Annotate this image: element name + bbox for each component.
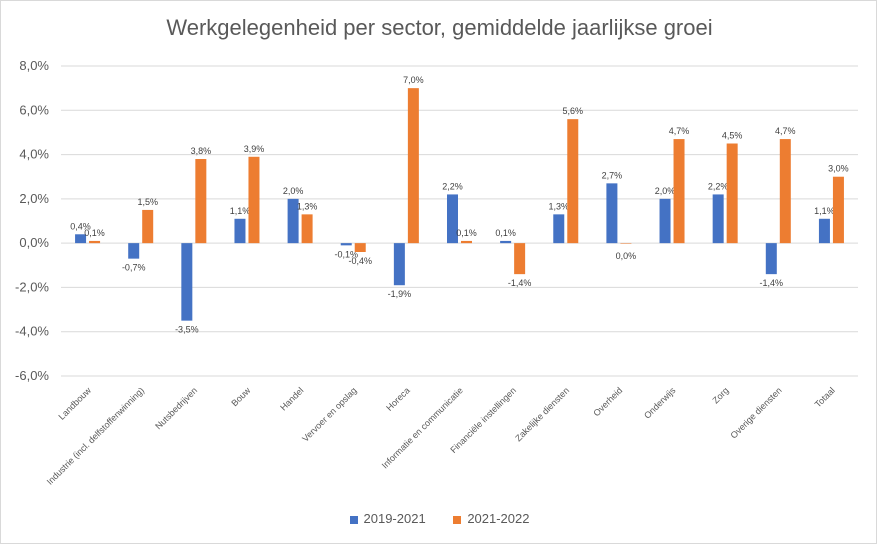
data-label-series-1: 1,1%: [814, 206, 835, 216]
data-label-series-1: -3,5%: [175, 325, 199, 335]
data-label-series-2: 0,1%: [456, 228, 477, 238]
data-label-series-1: 0,1%: [495, 228, 516, 238]
legend-swatch-series-1: [349, 515, 358, 524]
data-label-series-2: 4,7%: [775, 126, 796, 136]
x-category-label: Overige diensten: [729, 385, 784, 440]
bar-series-2: [89, 240, 101, 244]
bar-series-1: [500, 240, 512, 244]
bar-series-1: [234, 218, 246, 244]
data-label-series-2: 4,7%: [669, 126, 690, 136]
bar-series-2: [301, 214, 313, 244]
x-category-label: Industrie (incl. delfstoffenwinning): [45, 385, 146, 486]
y-tick-label: -2,0%: [15, 279, 49, 294]
legend: 2019-2021 2021-2022: [1, 511, 877, 526]
y-tick-label: -6,0%: [15, 368, 49, 383]
legend-item-series-2: 2021-2022: [453, 511, 529, 526]
x-category-label: Landbouw: [57, 385, 94, 422]
data-label-series-1: -1,9%: [388, 289, 412, 299]
data-label-series-2: 7,0%: [403, 75, 424, 85]
x-category-label: Vervoer en opslag: [300, 385, 358, 443]
data-label-series-2: 4,5%: [722, 131, 743, 141]
bar-series-1: [128, 243, 140, 259]
bar-series-2: [726, 143, 738, 244]
x-category-label: Zakelijke diensten: [513, 385, 571, 443]
bar-series-2: [620, 243, 632, 244]
bar-series-1: [287, 198, 299, 244]
legend-label-series-1: 2019-2021: [363, 511, 426, 526]
bar-series-1: [340, 243, 352, 246]
chart-title: Werkgelegenheid per sector, gemiddelde j…: [166, 15, 713, 40]
data-label-series-1: 2,2%: [708, 181, 729, 191]
x-category-label: Horeca: [384, 385, 412, 413]
y-tick-label: 8,0%: [19, 58, 49, 73]
y-tick-label: -4,0%: [15, 324, 49, 339]
data-label-series-2: 3,8%: [191, 146, 212, 156]
x-category-label: Nutsbedrijven: [153, 385, 199, 431]
y-tick-label: 6,0%: [19, 102, 49, 117]
bar-series-1: [75, 234, 87, 244]
y-tick-label: 4,0%: [19, 147, 49, 162]
legend-item-series-1: 2019-2021: [349, 511, 426, 526]
data-label-series-1: 2,2%: [442, 181, 463, 191]
legend-swatch-series-2: [453, 515, 462, 524]
bar-series-2: [514, 243, 526, 275]
bar-series-2: [142, 209, 154, 244]
data-label-series-2: 0,0%: [616, 251, 637, 261]
bar-series-2: [195, 159, 207, 244]
x-category-label: Zorg: [710, 385, 730, 405]
bar-series-2: [567, 119, 579, 244]
bar-series-1: [765, 243, 777, 275]
bar-series-2: [461, 240, 472, 244]
data-label-series-1: 2,0%: [283, 186, 304, 196]
x-category-label: Handel: [278, 385, 305, 412]
data-label-series-1: -0,1%: [334, 249, 358, 259]
data-label-series-1: -1,4%: [760, 278, 784, 288]
bar-series-1: [553, 214, 565, 244]
data-label-series-1: 2,0%: [655, 186, 676, 196]
data-label-series-2: 3,0%: [828, 164, 849, 174]
y-tick-label: 0,0%: [19, 235, 49, 250]
bar-series-2: [407, 88, 419, 244]
data-label-series-2: 0,1%: [84, 228, 105, 238]
bar-series-1: [181, 243, 193, 321]
data-label-series-1: -0,7%: [122, 263, 146, 273]
data-label-series-2: 1,3%: [297, 201, 318, 211]
y-tick-label: 2,0%: [19, 191, 49, 206]
bar-series-2: [354, 243, 366, 252]
data-label-series-2: 1,5%: [137, 197, 158, 207]
data-label-series-1: 0,4%: [70, 221, 91, 231]
x-category-label: Totaal: [813, 385, 837, 409]
data-label-series-2: 3,9%: [244, 144, 265, 154]
bar-series-2: [779, 139, 791, 244]
x-category-label: Bouw: [229, 385, 252, 408]
bar-series-2: [673, 139, 685, 244]
bar-series-2: [832, 176, 844, 244]
data-label-series-1: 2,7%: [602, 170, 623, 180]
data-label-series-2: 5,6%: [563, 106, 584, 116]
data-label-series-2: -0,4%: [348, 256, 372, 266]
bar-series-1: [818, 218, 830, 244]
bar-series-1: [606, 183, 618, 244]
bar-series-1: [659, 198, 671, 244]
x-category-label: Onderwijs: [642, 385, 678, 421]
x-category-label: Overheid: [591, 385, 624, 418]
bar-series-1: [712, 194, 724, 244]
data-label-series-1: 1,1%: [230, 206, 251, 216]
data-label-series-2: -1,4%: [508, 278, 532, 288]
bar-series-1: [447, 194, 458, 244]
legend-label-series-2: 2021-2022: [467, 511, 530, 526]
data-label-series-1: 1,3%: [549, 201, 570, 211]
bar-series-1: [393, 243, 405, 286]
bar-series-2: [248, 156, 260, 244]
